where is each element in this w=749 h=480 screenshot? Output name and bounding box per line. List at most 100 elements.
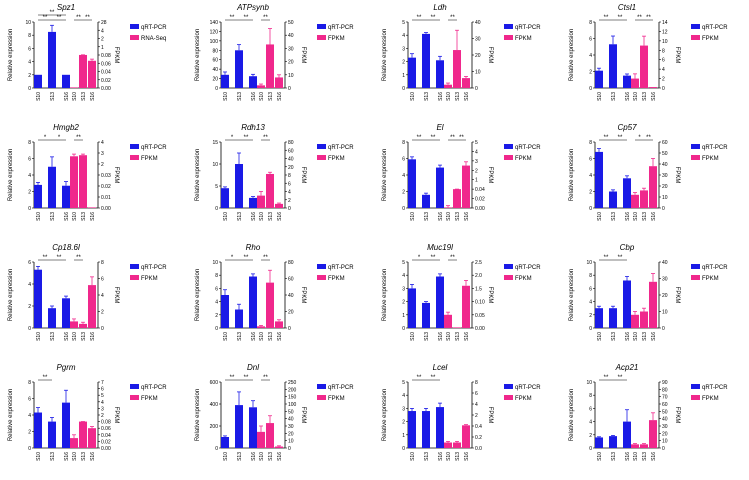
sig-label: ** [604,375,609,381]
sig-label: ** [263,15,268,21]
right-tick-label: 40 [288,417,294,423]
subchart-El: El Relative expression 0 2 4 6 8 0.00 0.02 0.04 1 2… [382,123,541,221]
bar-qrt [609,308,617,328]
left-tick-label: 0 [402,326,405,332]
chart-title: Acp21 [615,363,639,372]
left-tick-label: 8 [589,140,592,146]
chart-title: Ctsl1 [618,3,636,12]
bar-qrt [34,269,42,328]
legend-label-qrt: qRT-PCR [141,385,167,391]
left-tick-label: 2 [28,73,31,79]
legend-label-fpkm: FPKM [328,36,345,42]
bar-qrt [595,70,603,88]
x-tick-label: S13 [611,452,617,461]
left-tick-label: 1 [402,73,405,79]
bar-qrt [609,44,617,88]
x-tick-label: S10 [72,332,78,341]
right-tick-label: 6 [101,277,104,283]
subchart-Rho: Rho Relative expression 0 2 4 6 8 10 0 20 40 60 80 FP… [195,243,354,341]
legend-label-fpkm: FPKM [515,276,532,282]
right-tick-label: 0.06 [101,426,111,432]
x-tick-label: S13 [424,452,430,461]
right-tick-label: 40 [288,157,294,163]
bar-qrt [408,411,416,448]
left-tick-label: 4 [589,300,592,306]
right-tick-label: 5 [475,140,478,146]
right-tick-label: 0.02 [101,184,111,190]
bar-qrt [62,298,70,328]
left-tick-label: 8 [28,380,31,386]
right-tick-label: 6 [101,387,104,393]
right-tick-label: 50 [662,409,668,415]
sig-label: ** [450,135,455,141]
legend-swatch-fpkm [504,35,513,40]
x-tick-label: S10 [633,92,639,101]
x-tick-label: S16 [438,332,444,341]
subchart-Cp18.6l: Cp18.6l Relative expression 0 2 4 6 0 2 4 6 8 FPKM S… [8,243,167,341]
left-tick-label: 0 [402,446,405,452]
right-tick-label: 4 [101,293,104,299]
sig-label: ** [604,255,609,261]
legend-swatch-qrt [504,24,513,29]
y2-axis-label: FPKM [674,407,680,424]
legend-swatch-fpkm [317,275,326,280]
bar-fpkm [257,85,265,88]
x-tick-label: S13 [424,212,430,221]
x-tick-label: S10 [72,452,78,461]
legend-label-qrt: qRT-PCR [702,265,728,271]
left-tick-label: 4 [402,173,405,179]
left-tick-label: 1 [402,313,405,319]
left-tick-label: 0 [402,86,405,92]
x-tick-label: S10 [259,332,265,341]
legend-label-fpkm: FPKM [141,156,158,162]
sig-label: ** [431,375,436,381]
chart-title: Cp18.6l [52,243,80,252]
left-tick-label: 40 [212,67,218,73]
bar-qrt [595,437,603,448]
y2-axis-label: FPKM [300,47,306,64]
chart-title: Pgrm [56,363,75,372]
left-tick-label: 2 [589,433,592,439]
x-tick-label: S16 [464,452,470,461]
sig-label: ** [244,375,249,381]
y2-axis-label: FPKM [674,287,680,304]
right-tick-label: 0.00 [101,86,111,92]
right-tick-label: 20 [288,165,294,171]
left-tick-label: 6 [28,157,31,163]
left-tick-label: 4 [402,273,405,279]
x-tick-label: S10 [597,332,603,341]
bar-qrt [623,280,631,328]
right-tick-label: 2 [475,413,478,419]
right-tick-label: 30 [288,46,294,52]
left-tick-label: 2 [28,430,31,436]
sig-label: ** [43,375,48,381]
legend-label-fpkm: FPKM [515,36,532,42]
left-tick-label: 0 [28,86,31,92]
y2-axis-label: FPKM [487,287,493,304]
sig-label: ** [618,135,623,141]
y2-axis-label: FPKM [300,287,306,304]
sig-label: ** [417,15,422,21]
bar-qrt [48,166,56,208]
right-tick-label: 0 [288,326,291,332]
left-tick-label: 8 [28,140,31,146]
bar-qrt [595,308,603,328]
left-tick-label: 120 [210,29,219,35]
sig-label: ** [76,255,81,261]
right-tick-label: 0 [101,326,104,332]
x-tick-label: S16 [625,452,631,461]
bar-fpkm [257,326,265,328]
right-tick-label: 4 [101,400,104,406]
bar-qrt [436,407,444,448]
right-tick-label: 2 [101,310,104,316]
right-tick-label: 10 [475,70,481,76]
legend-label-qrt: qRT-PCR [328,385,354,391]
bar-fpkm [275,321,283,328]
legend-label-fpkm: FPKM [702,276,719,282]
legend-label-fpkm: FPKM [515,396,532,402]
subchart-Pgrm: Pgrm Relative expression 0 2 4 6 8 0.000.020.04… [8,363,167,461]
legend-label-qrt: qRT-PCR [328,145,354,151]
x-tick-label: S13 [268,452,274,461]
bar-fpkm [79,421,87,448]
bar-qrt [422,302,430,328]
